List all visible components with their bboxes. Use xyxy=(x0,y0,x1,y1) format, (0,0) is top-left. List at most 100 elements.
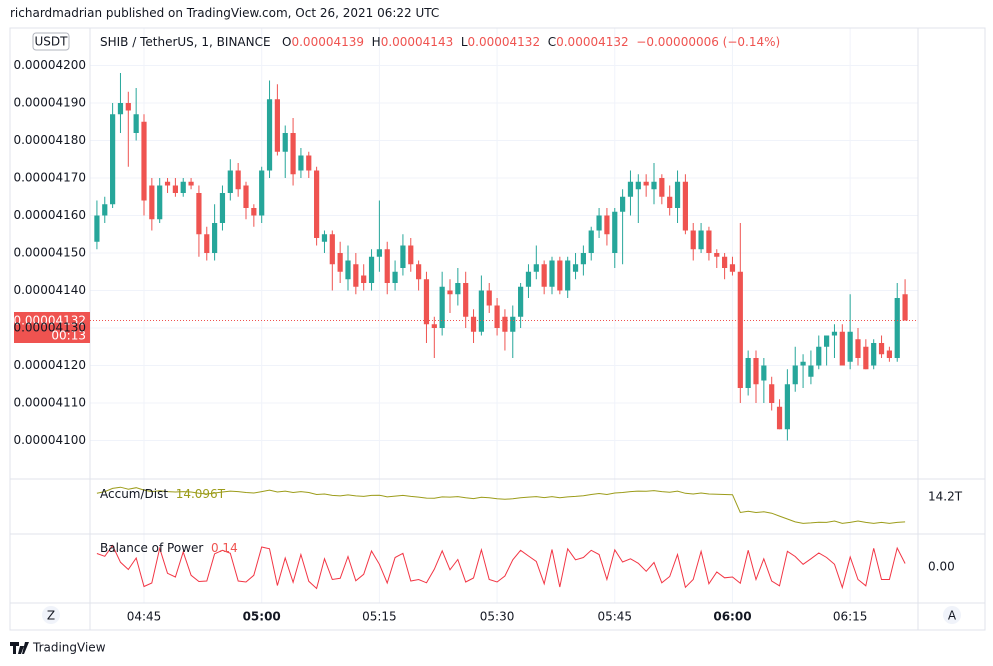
ad-name: Accum/Dist xyxy=(100,487,169,501)
candle-body xyxy=(871,343,877,366)
candle-body xyxy=(423,279,430,325)
candle-body xyxy=(368,256,375,283)
ad-value: 14.096T xyxy=(175,487,226,501)
candle-body xyxy=(110,114,116,205)
candle-body xyxy=(321,234,328,242)
candle-body xyxy=(235,170,241,190)
candle-body xyxy=(314,170,320,238)
candle-body xyxy=(902,294,908,321)
candle-body xyxy=(408,245,414,265)
symbol: SHIB / TetherUS, 1, BINANCE xyxy=(100,35,271,49)
candle-body xyxy=(141,121,147,201)
indicator-line xyxy=(96,544,906,590)
candle-body xyxy=(737,271,743,388)
x-tick-label: 06:00 xyxy=(713,610,751,624)
candle-body xyxy=(682,181,688,231)
candle-body xyxy=(416,264,422,280)
legend: SHIB / TetherUS, 1, BINANCE O0.00004139 … xyxy=(100,35,780,49)
candle-body xyxy=(510,316,516,332)
x-tick-label: 05:45 xyxy=(597,610,632,624)
y-tick-label: 0.00004120 xyxy=(13,358,86,372)
currency-box[interactable] xyxy=(32,32,70,51)
ad-legend: Accum/Dist 14.096T xyxy=(100,487,225,501)
candle-body xyxy=(784,384,790,430)
indicator-tick-label: 0.00 xyxy=(928,560,955,574)
y-tick-label: 0.00004170 xyxy=(13,171,86,185)
y-tick-label: 0.00004140 xyxy=(13,283,86,297)
candle-body xyxy=(439,286,445,328)
candle-body xyxy=(447,290,453,295)
candle-body xyxy=(329,234,335,265)
candle-body xyxy=(251,208,257,216)
candle-body xyxy=(400,245,406,268)
candle-body xyxy=(863,346,869,370)
candle-body xyxy=(659,178,665,197)
candle-body xyxy=(557,260,563,291)
y-tick-label: 0.00004200 xyxy=(13,58,86,72)
candle-body xyxy=(525,271,532,287)
candle-body xyxy=(282,133,288,152)
auto-scale-label: A xyxy=(948,609,957,623)
candle-body xyxy=(376,249,382,257)
candle-body xyxy=(886,350,892,358)
candle-body xyxy=(431,324,437,328)
candle-body xyxy=(816,346,822,366)
y-tick-label: 0.00004130 xyxy=(13,321,86,335)
scale-button[interactable] xyxy=(42,606,60,624)
candle-body xyxy=(745,358,751,388)
candle-body xyxy=(753,358,759,385)
logo-icon xyxy=(10,642,29,654)
candle-body xyxy=(831,331,838,336)
candle-body xyxy=(306,155,312,171)
candle-body xyxy=(792,365,798,385)
x-tick-label: 04:45 xyxy=(127,610,162,624)
candle-body xyxy=(102,204,108,216)
x-tick-label: 05:15 xyxy=(362,610,397,624)
candle-body xyxy=(572,264,579,272)
candle-body xyxy=(620,196,626,212)
candle-body xyxy=(337,253,343,272)
candle-body xyxy=(588,230,594,253)
x-tick-label: 05:00 xyxy=(243,610,281,624)
last-price: 0.00004132 xyxy=(13,314,86,328)
y-tick-label: 0.00004160 xyxy=(13,208,86,222)
candle-body xyxy=(94,215,100,242)
c-value: 0.00004132 xyxy=(556,35,629,49)
y-tick-label: 0.00004190 xyxy=(13,96,86,110)
candle-body xyxy=(518,286,524,317)
candle-body xyxy=(188,181,194,186)
candle-body xyxy=(627,181,634,197)
candle-body xyxy=(808,365,814,377)
candle-body xyxy=(824,335,830,347)
candle-body xyxy=(847,331,853,362)
candle-body xyxy=(839,331,845,366)
candle-body xyxy=(800,361,806,366)
candle-body xyxy=(455,283,461,295)
candle-body xyxy=(149,185,155,220)
y-tick-label: 0.00004110 xyxy=(13,396,86,410)
candle-body xyxy=(133,114,139,133)
candle-body xyxy=(384,249,390,283)
candle-body xyxy=(478,290,484,332)
auto-scale-button[interactable] xyxy=(943,606,961,624)
candle-body xyxy=(612,211,618,253)
candle-body xyxy=(353,264,359,287)
bop-legend: Balance of Power 0.14 xyxy=(100,541,238,555)
candle-body xyxy=(502,316,508,332)
candle-body xyxy=(706,230,712,253)
candle-body xyxy=(667,196,673,208)
candle-body xyxy=(651,181,657,190)
candle-body xyxy=(533,264,539,272)
change: −0.00000006 (−0.14%) xyxy=(636,35,781,49)
candle-body xyxy=(580,253,586,265)
o-value: 0.00004139 xyxy=(291,35,365,49)
candle-body xyxy=(565,260,571,291)
candle-body xyxy=(714,253,720,257)
x-tick-label: 05:30 xyxy=(480,610,515,624)
currency: USDT xyxy=(35,35,69,49)
candle-body xyxy=(674,181,681,208)
candle-body xyxy=(392,271,398,283)
candle-body xyxy=(157,185,163,220)
candle-body xyxy=(212,223,218,253)
